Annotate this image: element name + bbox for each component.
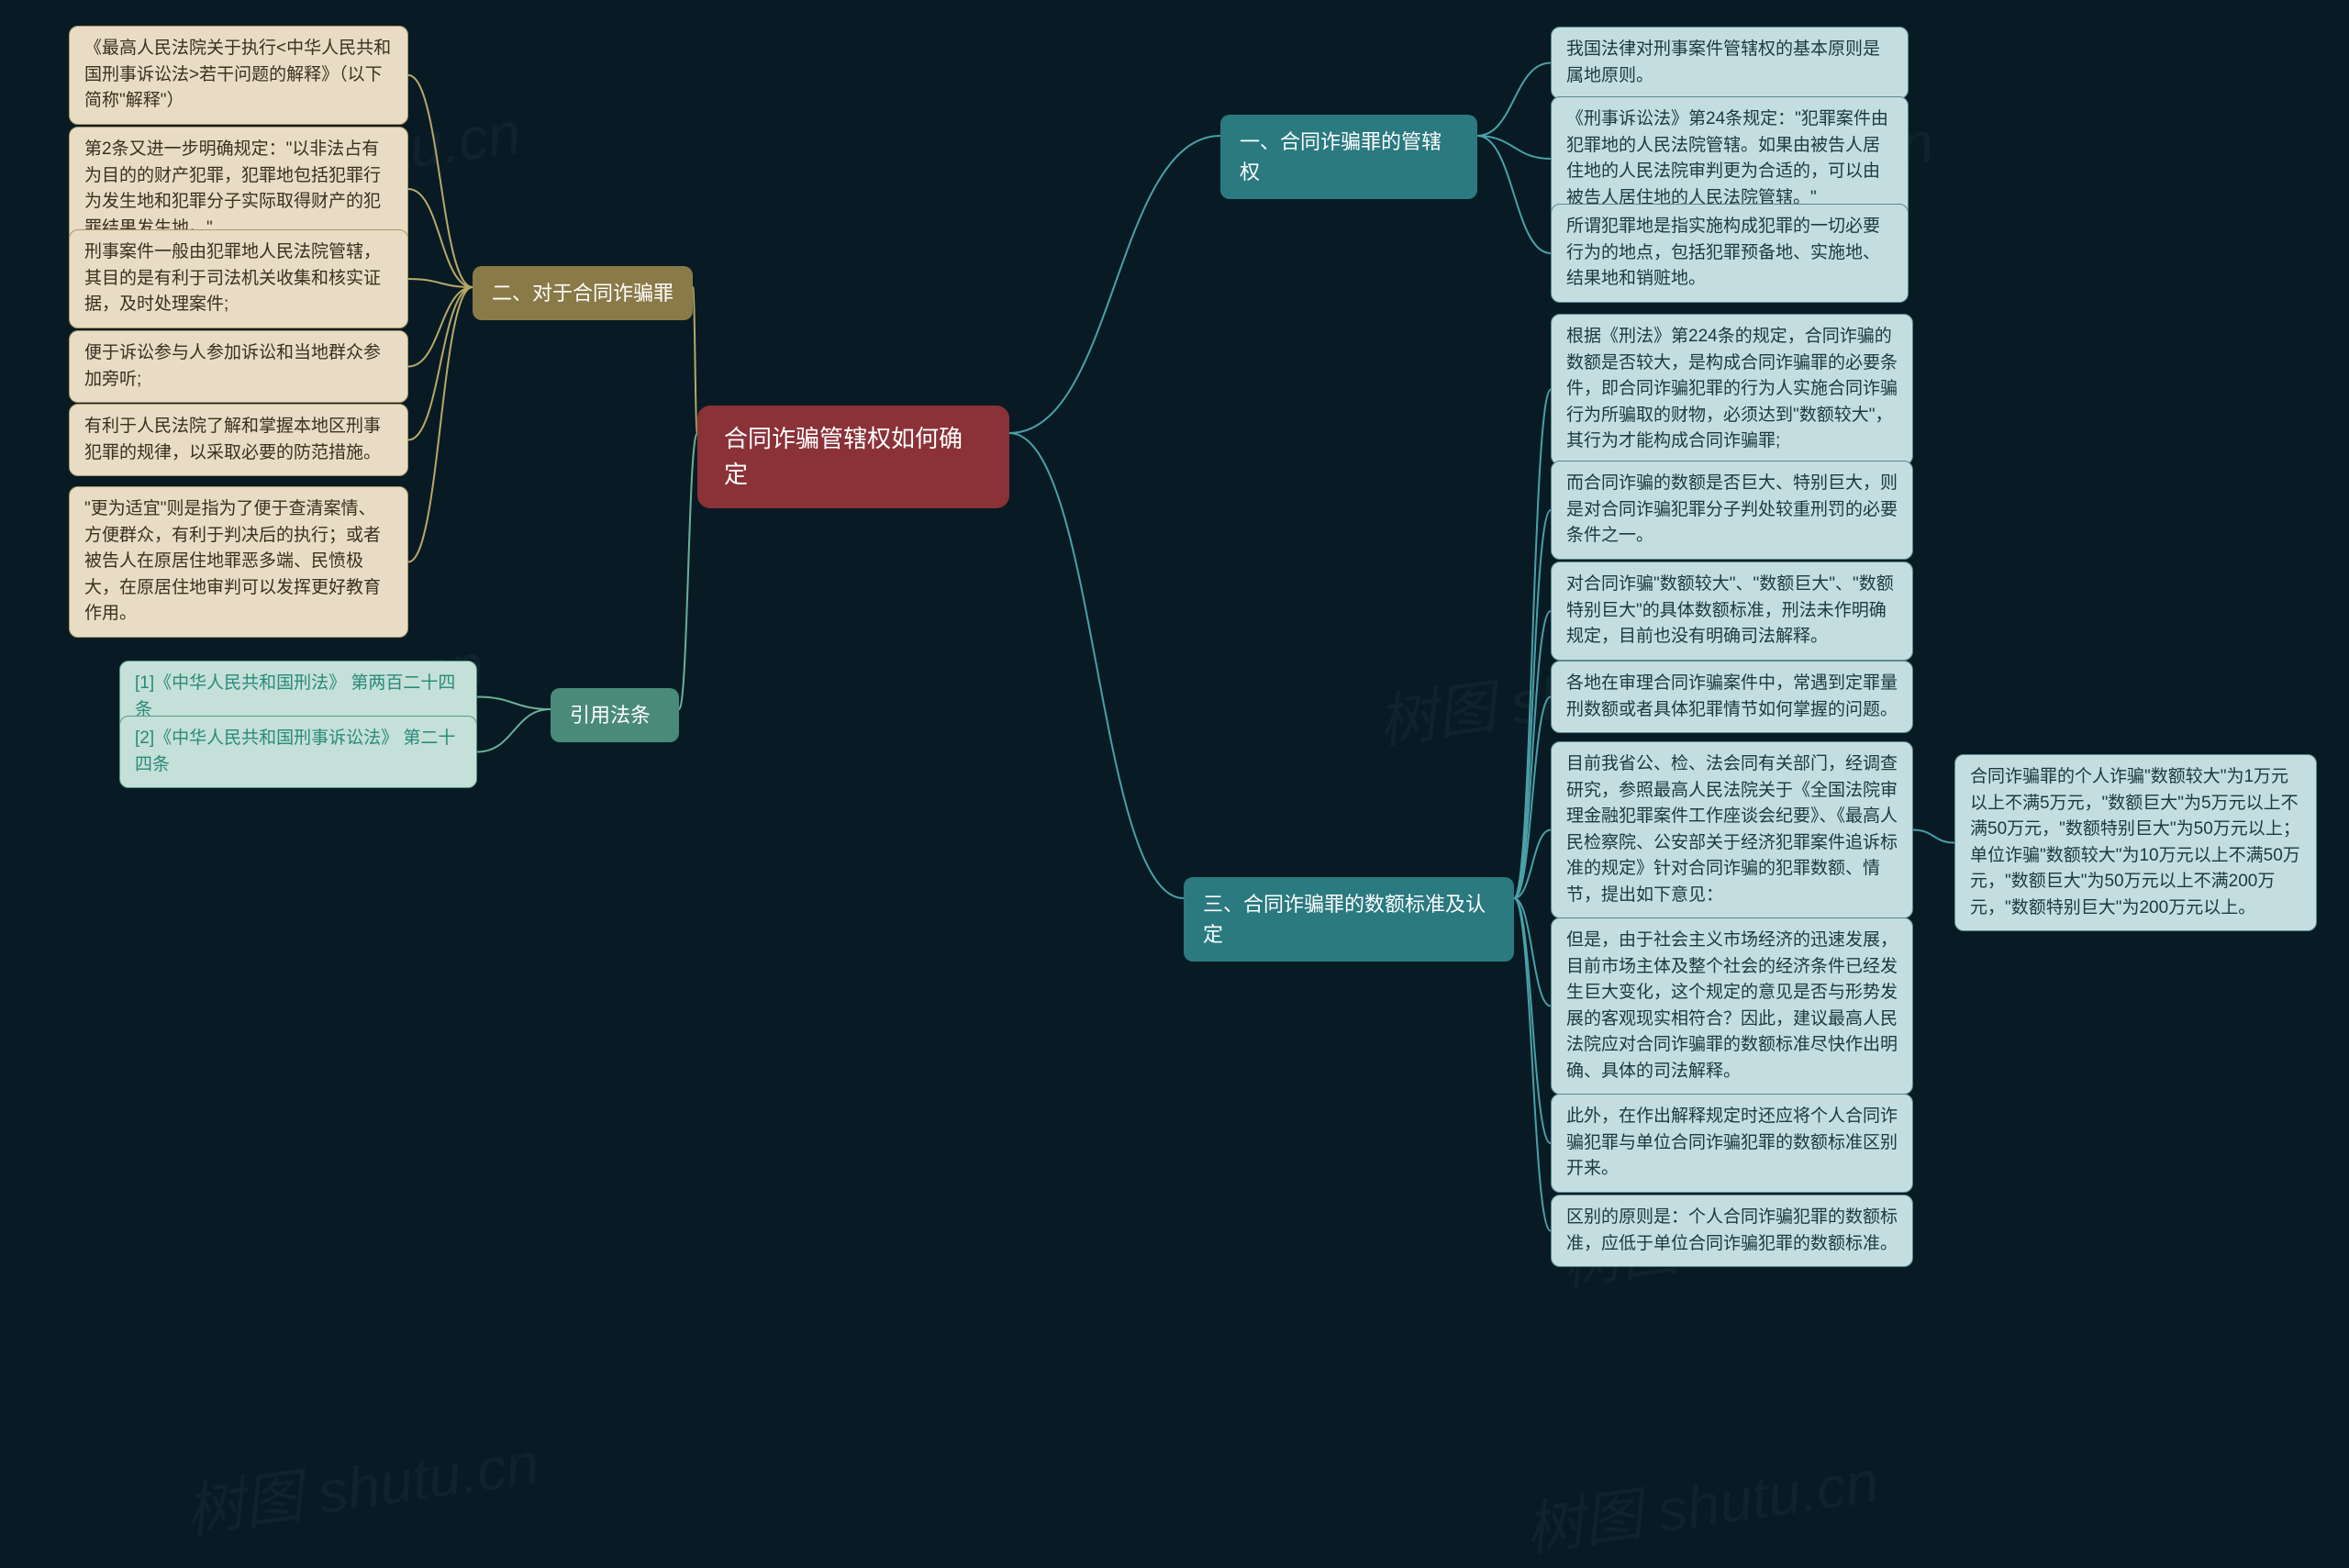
watermark: 树图 shutu.cn (179, 1416, 543, 1549)
leaf-text: [2]《中华人民共和国刑事诉讼法》 第二十四条 (135, 728, 455, 774)
leaf-text: 刑事案件一般由犯罪地人民法院管辖，其目的是有利于司法机关收集和核实证据，及时处理… (84, 242, 381, 314)
branch-node: 三、合同诈骗罪的数额标准及认定 (1184, 877, 1514, 962)
branch-label: 三、合同诈骗罪的数额标准及认定 (1203, 893, 1486, 946)
leaf-text: 合同诈骗罪的个人诈骗"数额较大"为1万元以上不满5万元，"数额巨大"为5万元以上… (1970, 767, 2300, 917)
leaf-text: 区别的原则是：个人合同诈骗犯罪的数额标准，应低于单位合同诈骗犯罪的数额标准。 (1566, 1207, 1898, 1253)
leaf-node: 各地在审理合同诈骗案件中，常遇到定罪量刑数额或者具体犯罪情节如何掌握的问题。 (1551, 661, 1913, 733)
leaf-node: 《刑事诉讼法》第24条规定："犯罪案件由犯罪地的人民法院管辖。如果由被告人居住地… (1551, 96, 1909, 221)
leaf-node: 而合同诈骗的数额是否巨大、特别巨大，则是对合同诈骗犯罪分子判处较重刑罚的必要条件… (1551, 461, 1913, 560)
branch-node: 一、合同诈骗罪的管辖权 (1220, 115, 1477, 199)
leaf-node: "更为适宜"则是指为了便于查清案情、方便群众，有利于判决后的执行；或者被告人在原… (69, 486, 408, 638)
leaf-text: 我国法律对刑事案件管辖权的基本原则是属地原则。 (1566, 39, 1880, 85)
leaf-text: 对合同诈骗"数额较大"、"数额巨大"、"数额特别巨大"的具体数额标准，刑法未作明… (1566, 574, 1894, 646)
leaf-text: 各地在审理合同诈骗案件中，常遇到定罪量刑数额或者具体犯罪情节如何掌握的问题。 (1566, 673, 1898, 719)
leaf-node: 便于诉讼参与人参加诉讼和当地群众参加旁听; (69, 330, 408, 403)
branch-label: 引用法条 (570, 704, 651, 727)
root-label: 合同诈骗管辖权如何确定 (724, 425, 963, 488)
leaf-node: 对合同诈骗"数额较大"、"数额巨大"、"数额特别巨大"的具体数额标准，刑法未作明… (1551, 562, 1913, 661)
leaf-node: 但是，由于社会主义市场经济的迅速发展，目前市场主体及整个社会的经济条件已经发生巨… (1551, 917, 1913, 1095)
leaf-node: 合同诈骗罪的个人诈骗"数额较大"为1万元以上不满5万元，"数额巨大"为5万元以上… (1954, 754, 2317, 931)
watermark: 树图 shutu.cn (1519, 1434, 1883, 1567)
leaf-text: 《最高人民法院关于执行<中华人民共和国刑事诉讼法>若干问题的解释》（以下简称"解… (84, 39, 391, 110)
leaf-text: 便于诉讼参与人参加诉讼和当地群众参加旁听; (84, 343, 381, 389)
branch-node: 引用法条 (551, 688, 679, 742)
leaf-text: 所谓犯罪地是指实施构成犯罪的一切必要行为的地点，包括犯罪预备地、实施地、结果地和… (1566, 217, 1880, 288)
leaf-node: 目前我省公、检、法会同有关部门，经调查研究，参照最高人民法院关于《全国法院审理金… (1551, 741, 1913, 918)
leaf-text: 《刑事诉讼法》第24条规定："犯罪案件由犯罪地的人民法院管辖。如果由被告人居住地… (1566, 109, 1888, 207)
leaf-node: 区别的原则是：个人合同诈骗犯罪的数额标准，应低于单位合同诈骗犯罪的数额标准。 (1551, 1195, 1913, 1267)
leaf-node: 我国法律对刑事案件管辖权的基本原则是属地原则。 (1551, 27, 1909, 99)
branch-node: 二、对于合同诈骗罪 (473, 266, 693, 320)
leaf-text: 目前我省公、检、法会同有关部门，经调查研究，参照最高人民法院关于《全国法院审理金… (1566, 754, 1898, 905)
leaf-text: 但是，由于社会主义市场经济的迅速发展，目前市场主体及整个社会的经济条件已经发生巨… (1566, 930, 1898, 1081)
branch-label: 二、对于合同诈骗罪 (492, 282, 674, 305)
leaf-text: [1]《中华人民共和国刑法》 第两百二十四条 (135, 673, 455, 719)
leaf-node: 《最高人民法院关于执行<中华人民共和国刑事诉讼法>若干问题的解释》（以下简称"解… (69, 26, 408, 125)
mindmap-root: 合同诈骗管辖权如何确定 (697, 406, 1009, 508)
branch-label: 一、合同诈骗罪的管辖权 (1240, 130, 1442, 183)
leaf-text: 根据《刑法》第224条的规定，合同诈骗的数额是否较大，是构成合同诈骗罪的必要条件… (1566, 327, 1898, 450)
leaf-text: "更为适宜"则是指为了便于查清案情、方便群众，有利于判决后的执行；或者被告人在原… (84, 499, 381, 623)
leaf-text: 此外，在作出解释规定时还应将个人合同诈骗犯罪与单位合同诈骗犯罪的数额标准区别开来… (1566, 1106, 1898, 1178)
leaf-node: 根据《刑法》第224条的规定，合同诈骗的数额是否较大，是构成合同诈骗罪的必要条件… (1551, 314, 1913, 465)
leaf-node: 刑事案件一般由犯罪地人民法院管辖，其目的是有利于司法机关收集和核实证据，及时处理… (69, 229, 408, 328)
leaf-node: [2]《中华人民共和国刑事诉讼法》 第二十四条 (119, 716, 477, 788)
leaf-text: 有利于人民法院了解和掌握本地区刑事犯罪的规律，以采取必要的防范措施。 (84, 417, 381, 462)
leaf-text: 第2条又进一步明确规定："以非法占有为目的的财产犯罪，犯罪地包括犯罪行为发生地和… (84, 139, 381, 238)
leaf-text: 而合同诈骗的数额是否巨大、特别巨大，则是对合同诈骗犯罪分子判处较重刑罚的必要条件… (1566, 473, 1898, 545)
leaf-node: 此外，在作出解释规定时还应将个人合同诈骗犯罪与单位合同诈骗犯罪的数额标准区别开来… (1551, 1094, 1913, 1193)
leaf-node: 所谓犯罪地是指实施构成犯罪的一切必要行为的地点，包括犯罪预备地、实施地、结果地和… (1551, 204, 1909, 303)
leaf-node: 有利于人民法院了解和掌握本地区刑事犯罪的规律，以采取必要的防范措施。 (69, 404, 408, 476)
